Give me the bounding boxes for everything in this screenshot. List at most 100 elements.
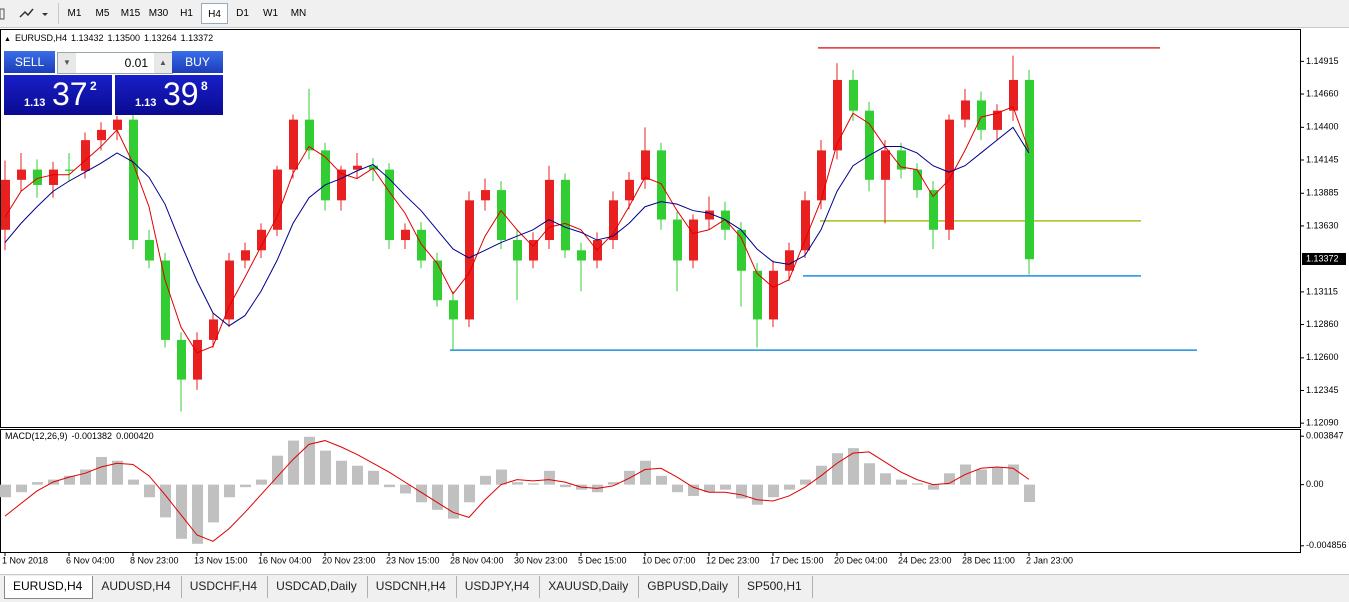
lot-down[interactable]: ▼ bbox=[58, 53, 76, 73]
candle-body bbox=[1, 179, 10, 230]
candle-body bbox=[49, 169, 58, 185]
macd-bar bbox=[704, 484, 715, 493]
macd-bar bbox=[832, 453, 843, 485]
timeframe-button[interactable]: W1 bbox=[263, 8, 278, 19]
macd-bar bbox=[944, 473, 955, 485]
candle-body bbox=[881, 150, 890, 180]
last-price-label: 1.13372 bbox=[1306, 253, 1339, 263]
candle-body bbox=[993, 110, 1002, 130]
chart-tab[interactable]: USDCHF,H4 bbox=[182, 576, 269, 598]
candle-body bbox=[641, 150, 650, 180]
macd-bar bbox=[16, 484, 27, 493]
x-tick-label: 20 Dec 04:00 bbox=[834, 555, 888, 565]
timeframe-button[interactable]: MN bbox=[290, 8, 307, 19]
x-tick-label: 28 Dec 11:00 bbox=[962, 555, 1015, 565]
candle-body bbox=[257, 229, 266, 251]
x-tick-label: 1 Nov 2018 bbox=[2, 555, 48, 565]
timeframe-button[interactable]: D1 bbox=[236, 8, 249, 19]
macd-bar bbox=[272, 455, 283, 485]
macd-bar bbox=[896, 479, 907, 485]
lot-up[interactable]: ▲ bbox=[154, 53, 172, 73]
macd-bar bbox=[256, 479, 267, 485]
candle-body bbox=[129, 119, 138, 241]
macd-bar bbox=[560, 484, 571, 488]
candle-body bbox=[337, 169, 346, 201]
collapse-icon[interactable]: ▲ bbox=[4, 36, 11, 43]
close: 1.13372 bbox=[180, 33, 214, 43]
macd-bar bbox=[928, 484, 939, 490]
macd-bar bbox=[912, 483, 923, 485]
y-tick-label: 1.13115 bbox=[1306, 286, 1338, 296]
candle-body bbox=[97, 129, 106, 141]
candle-body bbox=[81, 140, 90, 171]
macd-bar bbox=[800, 479, 811, 485]
timeframe-button[interactable]: M15 bbox=[120, 8, 141, 19]
macd-bar bbox=[96, 456, 107, 485]
y-tick-label: 1.14145 bbox=[1306, 154, 1339, 164]
macd-bar bbox=[192, 484, 203, 544]
chart-tab[interactable]: SP500,H1 bbox=[739, 576, 813, 598]
candle-body bbox=[1025, 79, 1034, 260]
chart-tab[interactable]: USDCNH,H4 bbox=[368, 576, 457, 598]
macd-bar bbox=[672, 484, 683, 493]
macd-bar bbox=[112, 460, 123, 485]
macd-bar bbox=[1008, 464, 1019, 485]
macd-bar bbox=[320, 450, 331, 485]
chart-tab[interactable]: GBPUSD,Daily bbox=[639, 576, 739, 598]
chart-tab[interactable]: AUDUSD,H4 bbox=[93, 576, 182, 598]
candle-body bbox=[33, 169, 42, 185]
timeframe-button[interactable]: M1 bbox=[67, 8, 82, 19]
bid-box[interactable]: 1.13 37 2 bbox=[4, 75, 112, 115]
timeframe-button[interactable]: M5 bbox=[95, 8, 110, 19]
macd-bar bbox=[240, 484, 251, 488]
macd-bar bbox=[416, 484, 427, 503]
chart-tab[interactable]: EURUSD,H4 bbox=[4, 576, 94, 599]
y-tick-label: 1.13885 bbox=[1306, 188, 1339, 198]
timeframe-button[interactable]: H1 bbox=[180, 8, 193, 19]
x-tick-label: 6 Nov 04:00 bbox=[66, 555, 115, 565]
buy-button[interactable]: BUY bbox=[172, 51, 223, 73]
macd-bar bbox=[64, 475, 75, 485]
candle-body bbox=[913, 169, 922, 191]
lot-value: 0.01 bbox=[124, 56, 148, 70]
toolbar-icons bbox=[0, 8, 48, 20]
lot-input[interactable]: ▼ 0.01 ▲ bbox=[57, 52, 173, 74]
candle-body bbox=[321, 150, 330, 201]
macd-bar bbox=[992, 467, 1003, 485]
timeframe-bar: M1 M5 M15 M30 H1 H4 D1 W1 MN bbox=[58, 3, 313, 24]
macd-value: -0.001382 bbox=[72, 431, 113, 441]
chart-tabs: EURUSD,H4 AUDUSD,H4 USDCHF,H4 USDCAD,Daily U… bbox=[0, 574, 1349, 602]
symbol: EURUSD,H4 bbox=[14, 33, 67, 43]
candle-body bbox=[529, 240, 538, 261]
low: 1.13264 bbox=[144, 33, 177, 43]
x-tick-label: 12 Dec 23:00 bbox=[706, 555, 760, 565]
chart-tab[interactable]: XAUUSD,Daily bbox=[540, 576, 640, 598]
candle-body bbox=[817, 150, 826, 201]
macd-bar bbox=[224, 484, 235, 498]
macd-bar bbox=[640, 460, 651, 485]
candle-body bbox=[1009, 79, 1018, 111]
candle-body bbox=[465, 200, 474, 320]
candle-body bbox=[513, 240, 522, 261]
macd-bar bbox=[736, 484, 747, 499]
candle-body bbox=[161, 260, 170, 340]
chart-tab[interactable]: USDCAD,Daily bbox=[268, 576, 368, 598]
y-tick-label: 1.14400 bbox=[1306, 122, 1339, 132]
candle-body bbox=[929, 190, 938, 230]
candle-body bbox=[433, 260, 442, 301]
candle-body bbox=[193, 339, 202, 380]
macd-bar bbox=[432, 484, 443, 510]
candle-body bbox=[177, 339, 186, 380]
ask-box[interactable]: 1.13 39 8 bbox=[115, 75, 223, 115]
open: 1.13432 bbox=[70, 33, 104, 43]
ask-fraction: 8 bbox=[201, 79, 208, 93]
x-tick-label: 23 Nov 15:00 bbox=[386, 555, 440, 565]
macd-bar bbox=[1024, 484, 1035, 503]
sell-button[interactable]: SELL bbox=[4, 51, 55, 73]
timeframe-button[interactable]: H4 bbox=[201, 3, 228, 24]
candle-body bbox=[833, 79, 842, 151]
timeframe-button[interactable]: M30 bbox=[148, 8, 169, 19]
macd-bar bbox=[176, 484, 187, 539]
chart-tab[interactable]: USDJPY,H4 bbox=[457, 576, 541, 598]
high: 1.13500 bbox=[107, 33, 141, 43]
